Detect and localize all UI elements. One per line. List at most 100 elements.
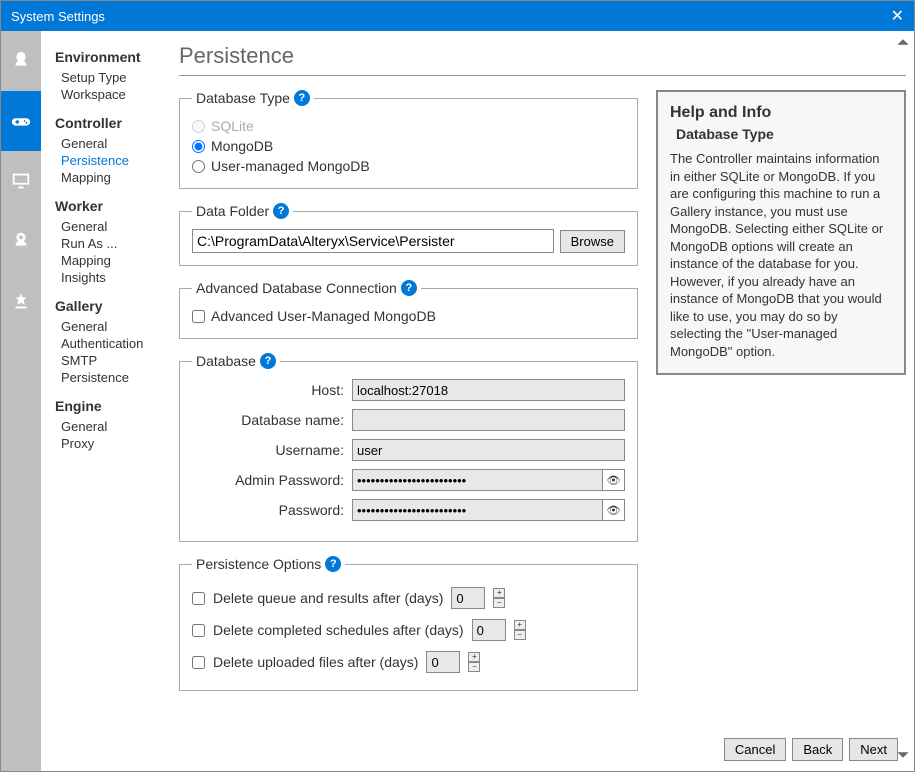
radio-usermongo-row[interactable]: User-managed MongoDB xyxy=(192,156,625,176)
settings-window: System Settings ✕ Environment Setup Type… xyxy=(0,0,915,772)
left-column: Database Type ? SQLite MongoDB User-mana… xyxy=(179,90,638,705)
spinner-down-icon[interactable]: − xyxy=(514,630,526,640)
data-folder-legend: Data Folder ? xyxy=(192,203,293,219)
help-icon[interactable]: ? xyxy=(325,556,341,572)
spinner-down-icon[interactable]: − xyxy=(468,662,480,672)
sidebar-item-engine-general[interactable]: General xyxy=(55,418,163,435)
po-check-1[interactable] xyxy=(192,624,205,637)
help-icon[interactable]: ? xyxy=(294,90,310,106)
scroll-down-icon[interactable] xyxy=(896,748,912,765)
close-icon[interactable]: ✕ xyxy=(891,6,904,26)
back-button[interactable]: Back xyxy=(792,738,843,761)
po-check-0[interactable] xyxy=(192,592,205,605)
database-legend: Database ? xyxy=(192,353,280,369)
pw-wrap: 👁 xyxy=(352,499,625,521)
dbname-input[interactable] xyxy=(352,409,625,431)
pw-row: Password: 👁 xyxy=(192,499,625,521)
help-body: The Controller maintains information in … xyxy=(670,150,892,361)
sidebar-item-engine-proxy[interactable]: Proxy xyxy=(55,435,163,452)
sidebar-item-worker-insights[interactable]: Insights xyxy=(55,269,163,286)
po-row-0: Delete queue and results after (days) +− xyxy=(192,582,625,614)
data-folder-legend-text: Data Folder xyxy=(196,203,269,219)
database-type-fieldset: Database Type ? SQLite MongoDB User-mana… xyxy=(179,90,638,189)
cancel-button[interactable]: Cancel xyxy=(724,738,786,761)
sidebar-item-worker-general[interactable]: General xyxy=(55,218,163,235)
dbname-row: Database name: xyxy=(192,409,625,431)
sidebar-item-worker-runas[interactable]: Run As ... xyxy=(55,235,163,252)
engine-icon[interactable] xyxy=(1,271,41,331)
sidebar-item-gallery-persistence[interactable]: Persistence xyxy=(55,369,163,386)
spinner-up-icon[interactable]: + xyxy=(493,588,505,598)
controller-icon[interactable] xyxy=(1,91,41,151)
browse-button[interactable]: Browse xyxy=(560,230,625,253)
dbname-label: Database name: xyxy=(192,412,352,428)
sidebar: Environment Setup Type Workspace Control… xyxy=(41,31,171,771)
sidebar-item-gallery-smtp[interactable]: SMTP xyxy=(55,352,163,369)
spinner-down-icon[interactable]: − xyxy=(493,598,505,608)
host-row: Host: xyxy=(192,379,625,401)
help-icon[interactable]: ? xyxy=(260,353,276,369)
advanced-connection-legend: Advanced Database Connection ? xyxy=(192,280,421,296)
host-input[interactable] xyxy=(352,379,625,401)
sidebar-item-worker-mapping[interactable]: Mapping xyxy=(55,252,163,269)
worker-icon[interactable] xyxy=(1,151,41,211)
radio-usermongo-label: User-managed MongoDB xyxy=(211,158,370,174)
po-row-1: Delete completed schedules after (days) … xyxy=(192,614,625,646)
radio-sqlite-row: SQLite xyxy=(192,116,625,136)
radio-mongodb-label: MongoDB xyxy=(211,138,273,154)
eye-icon[interactable]: 👁 xyxy=(603,499,625,521)
host-label: Host: xyxy=(192,382,352,398)
advanced-checkbox-label: Advanced User-Managed MongoDB xyxy=(211,308,436,324)
right-column: Help and Info Database Type The Controll… xyxy=(656,90,906,705)
po-num-0[interactable] xyxy=(451,587,485,609)
database-fieldset: Database ? Host: Database name: Username… xyxy=(179,353,638,542)
database-type-legend: Database Type ? xyxy=(192,90,314,106)
sidebar-item-gallery-general[interactable]: General xyxy=(55,318,163,335)
footer-buttons: Cancel Back Next xyxy=(724,738,898,761)
spinner-up-icon[interactable]: + xyxy=(514,620,526,630)
po-spinner-0: +− xyxy=(493,588,505,608)
adminpw-input[interactable] xyxy=(352,469,603,491)
sidebar-item-gallery-auth[interactable]: Authentication xyxy=(55,335,163,352)
username-input[interactable] xyxy=(352,439,625,461)
sidebar-item-controller-general[interactable]: General xyxy=(55,135,163,152)
po-num-2[interactable] xyxy=(426,651,460,673)
next-button[interactable]: Next xyxy=(849,738,898,761)
data-folder-input[interactable] xyxy=(192,229,554,253)
po-label-2: Delete uploaded files after (days) xyxy=(213,654,418,670)
radio-usermongo[interactable] xyxy=(192,160,205,173)
sidebar-item-controller-mapping[interactable]: Mapping xyxy=(55,169,163,186)
pw-input[interactable] xyxy=(352,499,603,521)
radio-mongodb-row[interactable]: MongoDB xyxy=(192,136,625,156)
persistence-options-legend-text: Persistence Options xyxy=(196,556,321,572)
advanced-checkbox[interactable] xyxy=(192,310,205,323)
advanced-check-row[interactable]: Advanced User-Managed MongoDB xyxy=(192,306,625,326)
persistence-options-legend: Persistence Options ? xyxy=(192,556,345,572)
po-spinner-1: +− xyxy=(514,620,526,640)
adminpw-wrap: 👁 xyxy=(352,469,625,491)
eye-icon[interactable]: 👁 xyxy=(603,469,625,491)
help-title: Help and Info xyxy=(670,104,892,122)
spinner-up-icon[interactable]: + xyxy=(468,652,480,662)
database-legend-text: Database xyxy=(196,353,256,369)
scroll-up-icon[interactable] xyxy=(896,35,912,52)
sidebar-item-setup-type[interactable]: Setup Type xyxy=(55,69,163,86)
window-title: System Settings xyxy=(11,9,105,24)
iconbar xyxy=(1,31,41,771)
po-check-2[interactable] xyxy=(192,656,205,669)
po-num-1[interactable] xyxy=(472,619,506,641)
data-folder-fieldset: Data Folder ? Browse xyxy=(179,203,638,266)
sidebar-item-workspace[interactable]: Workspace xyxy=(55,86,163,103)
sidebar-item-controller-persistence[interactable]: Persistence xyxy=(55,152,163,169)
sidebar-group-engine: Engine xyxy=(55,398,163,414)
po-spinner-2: +− xyxy=(468,652,480,672)
po-row-2: Delete uploaded files after (days) +− xyxy=(192,646,625,678)
radio-sqlite-label: SQLite xyxy=(211,118,254,134)
adminpw-row: Admin Password: 👁 xyxy=(192,469,625,491)
radio-mongodb[interactable] xyxy=(192,140,205,153)
gallery-icon[interactable] xyxy=(1,211,41,271)
environment-icon[interactable] xyxy=(1,31,41,91)
help-icon[interactable]: ? xyxy=(273,203,289,219)
help-icon[interactable]: ? xyxy=(401,280,417,296)
sidebar-group-worker: Worker xyxy=(55,198,163,214)
